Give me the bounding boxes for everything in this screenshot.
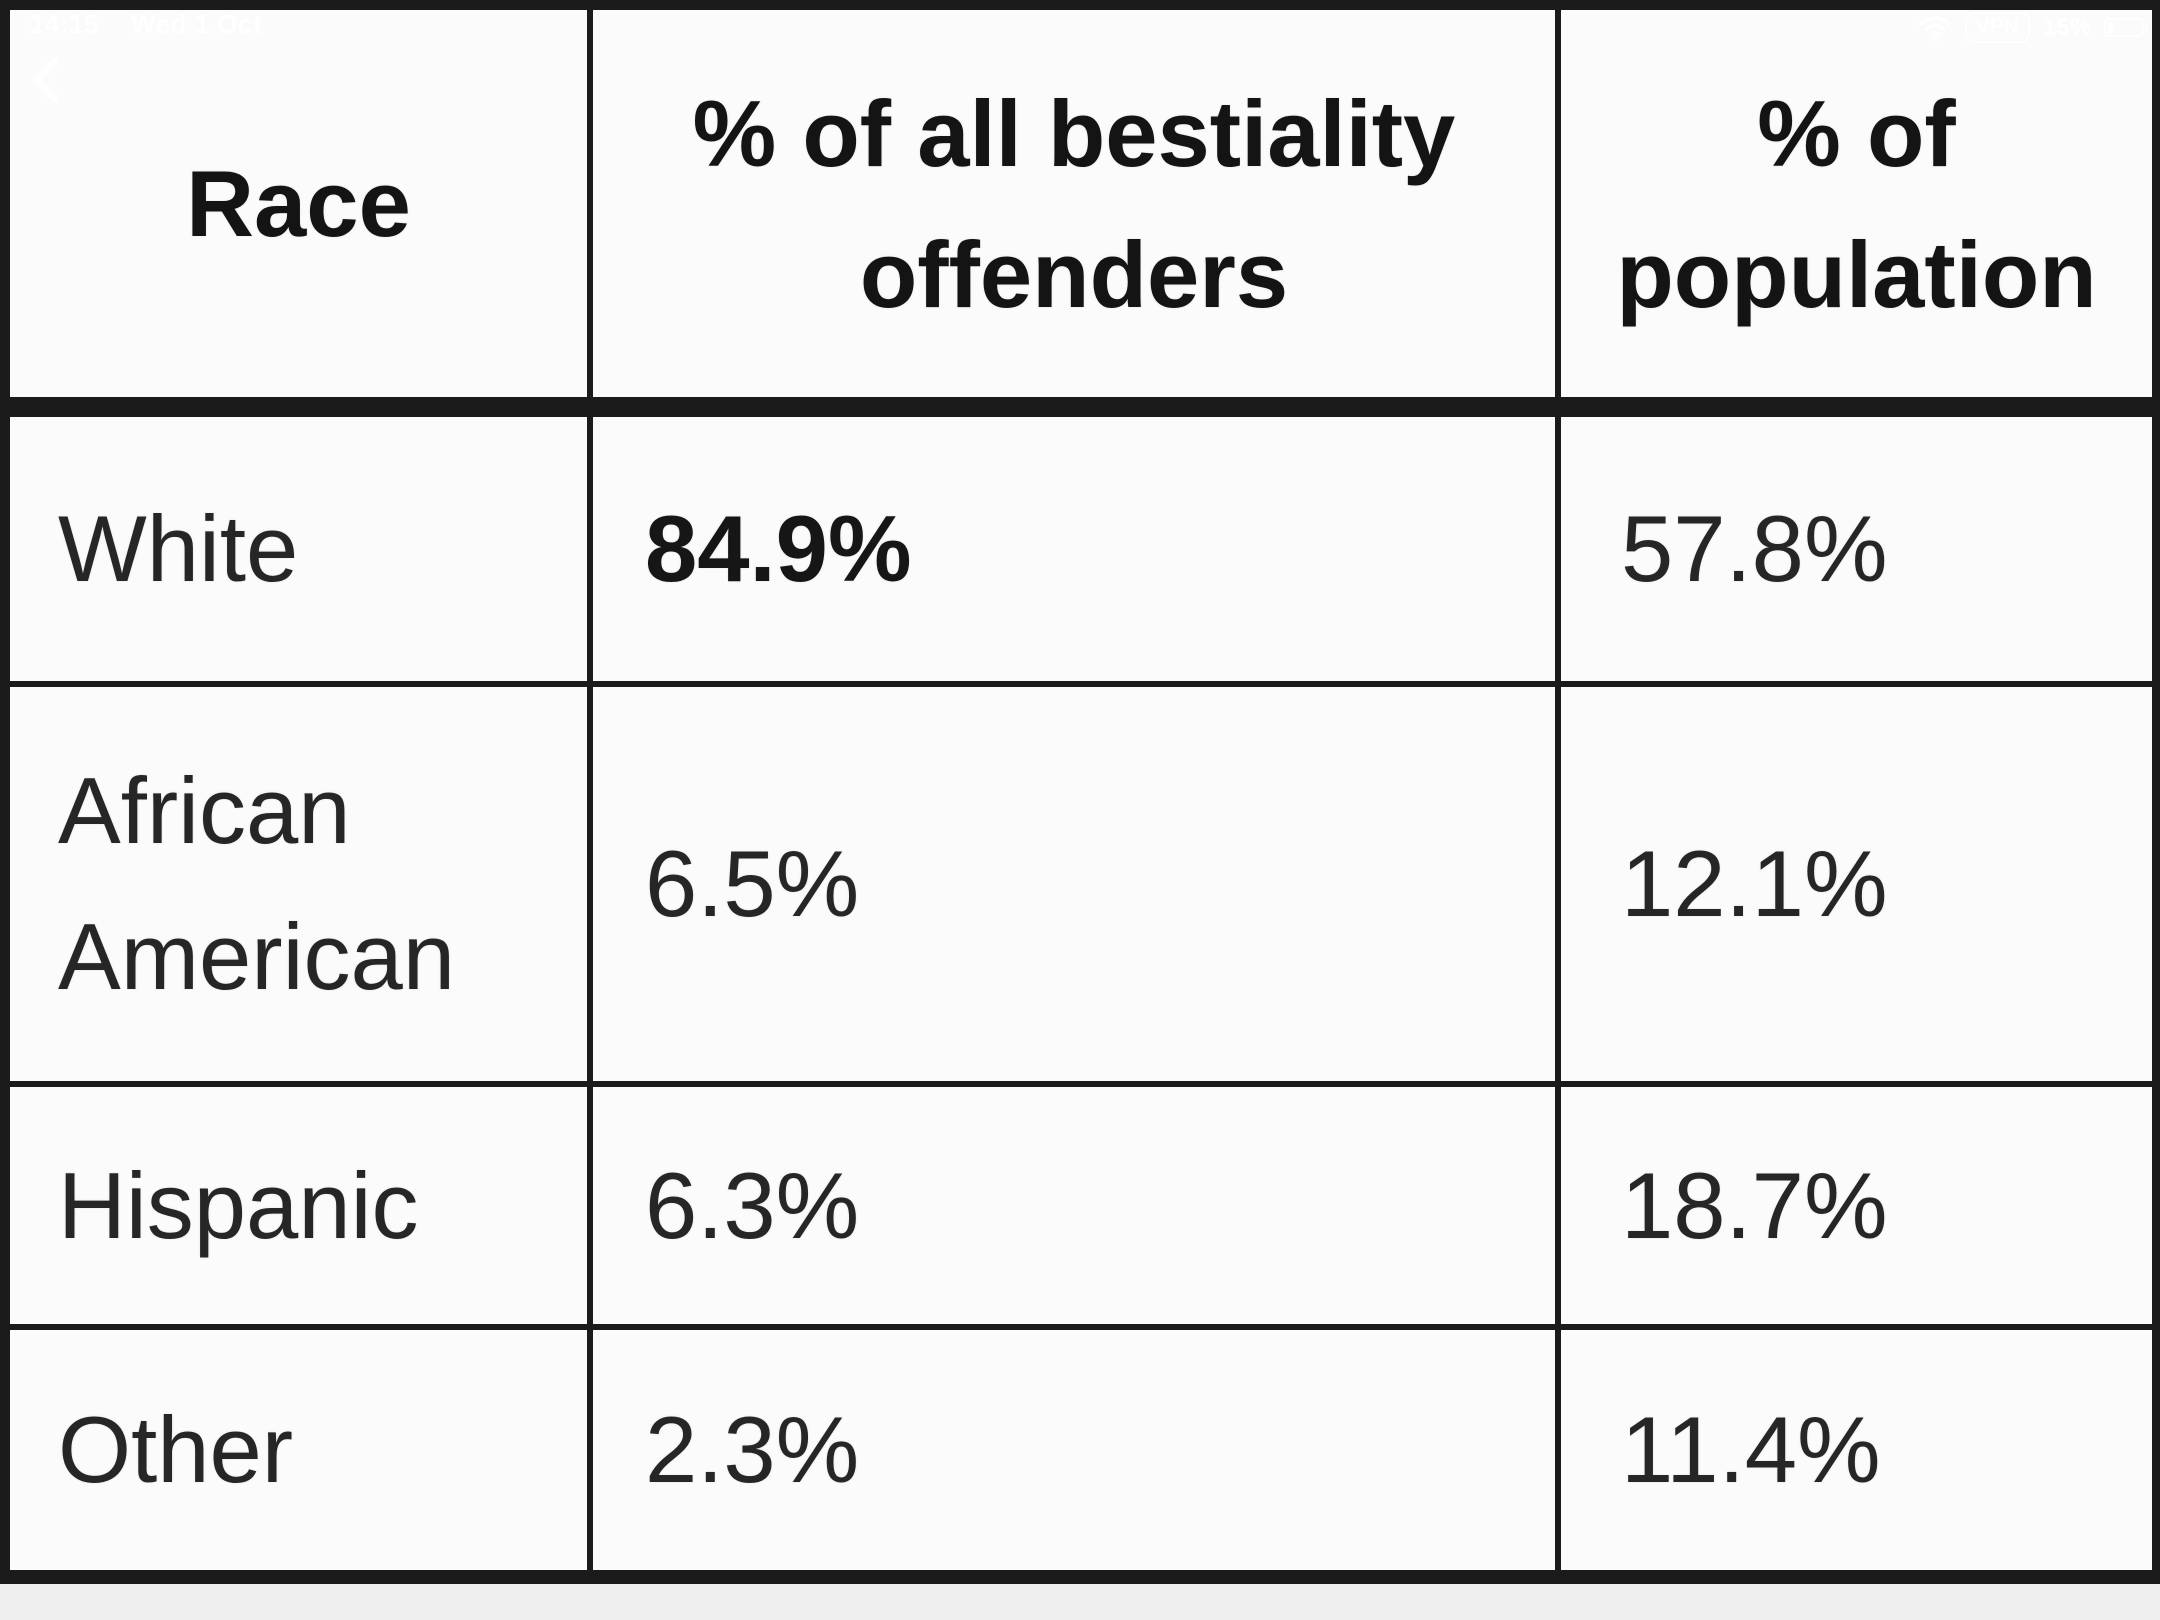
- row-white-offenders-value: 84.9%: [593, 417, 1555, 681]
- status-bar-left: 14:15 Wed 1 Oct: [30, 9, 262, 40]
- column-header-population: % of population: [1561, 10, 2152, 397]
- row-other-offenders-value: 2.3%: [593, 1330, 1555, 1570]
- row-hispanic-population-value: 18.7%: [1561, 1087, 2152, 1324]
- chevron-left-icon: [30, 56, 62, 104]
- column-header-race: Race: [10, 10, 587, 397]
- battery-percent-label: 15%: [2042, 13, 2091, 41]
- back-button[interactable]: [26, 54, 66, 106]
- row-white-population-value: 57.8%: [1561, 417, 2152, 681]
- row-african-american-offenders-value: 6.5%: [593, 687, 1555, 1081]
- vpn-badge: VPN: [1964, 12, 2030, 43]
- battery-icon: [2104, 18, 2148, 37]
- row-african-american-label: African American: [10, 687, 587, 1081]
- row-hispanic-offenders-value: 6.3%: [593, 1087, 1555, 1324]
- battery-fill-level: [2108, 22, 2114, 33]
- clock-label: 14:15: [30, 9, 99, 39]
- date-label: Wed 1 Oct: [131, 9, 263, 39]
- row-other-population-value: 11.4%: [1561, 1330, 2152, 1570]
- battery-nub: [2144, 24, 2148, 32]
- row-african-american-population-value: 12.1%: [1561, 687, 2152, 1081]
- row-hispanic-label: Hispanic: [10, 1087, 587, 1324]
- status-bar-right: VPN 15%: [1918, 12, 2148, 43]
- row-other-label: Other: [10, 1330, 587, 1570]
- data-table: Race % of all bestiality offenders % of …: [0, 0, 2160, 1584]
- wifi-icon: [1918, 14, 1952, 41]
- row-white-label: White: [10, 417, 587, 681]
- column-header-offenders: % of all bestiality offenders: [593, 10, 1555, 397]
